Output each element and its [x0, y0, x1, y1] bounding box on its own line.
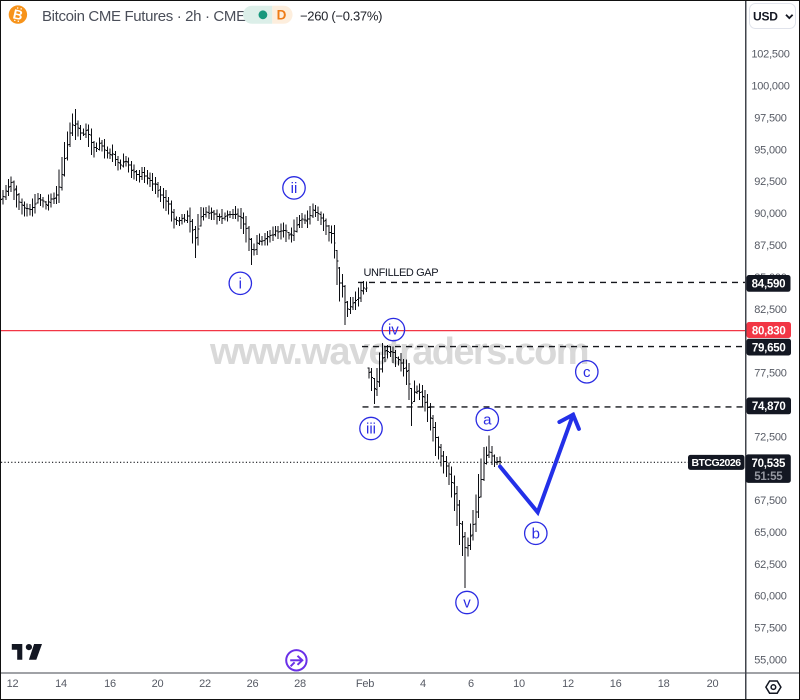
svg-text:−260 (−0.37%): −260 (−0.37%) [300, 9, 382, 24]
svg-text:12: 12 [562, 678, 574, 690]
svg-text:D: D [277, 8, 287, 23]
svg-text:Bitcoin CME Futures · 2h · CME: Bitcoin CME Futures · 2h · CME [42, 8, 246, 25]
svg-text:BTCG2026: BTCG2026 [691, 457, 741, 469]
svg-text:77,500: 77,500 [754, 368, 787, 380]
svg-text:i: i [239, 275, 242, 292]
svg-text:82,500: 82,500 [754, 304, 787, 316]
svg-text:10: 10 [513, 678, 525, 690]
svg-text:72,500: 72,500 [754, 431, 787, 443]
svg-text:iii: iii [366, 421, 376, 438]
svg-text:4: 4 [420, 678, 426, 690]
svg-text:b: b [532, 525, 540, 542]
svg-text:74,870: 74,870 [752, 401, 786, 413]
svg-text:70,535: 70,535 [751, 458, 786, 470]
svg-text:6: 6 [468, 678, 474, 690]
svg-text:22: 22 [199, 678, 211, 690]
svg-text:12: 12 [7, 678, 19, 690]
svg-text:95,000: 95,000 [754, 144, 787, 156]
svg-text:iv: iv [388, 322, 399, 339]
svg-text:87,500: 87,500 [754, 240, 787, 252]
svg-text:79,650: 79,650 [752, 342, 786, 354]
svg-text:80,830: 80,830 [752, 325, 786, 337]
svg-text:16: 16 [610, 678, 622, 690]
svg-text:60,000: 60,000 [754, 591, 787, 603]
svg-text:c: c [583, 364, 591, 381]
svg-text:20: 20 [707, 678, 719, 690]
svg-text:65,000: 65,000 [754, 527, 787, 539]
svg-text:www.wavetraders.com: www.wavetraders.com [209, 331, 588, 373]
svg-text:16: 16 [104, 678, 116, 690]
svg-text:UNFILLED GAP: UNFILLED GAP [364, 267, 439, 279]
svg-text:26: 26 [247, 678, 259, 690]
svg-text:28: 28 [294, 678, 306, 690]
svg-text:57,500: 57,500 [754, 623, 787, 635]
svg-text:102,500: 102,500 [751, 49, 789, 61]
svg-text:97,500: 97,500 [754, 113, 787, 125]
svg-text:ii: ii [291, 180, 298, 197]
svg-text:67,500: 67,500 [754, 495, 787, 507]
svg-text:20: 20 [152, 678, 164, 690]
svg-text:18: 18 [658, 678, 670, 690]
svg-text:v: v [463, 595, 471, 612]
svg-text:100,000: 100,000 [751, 81, 789, 93]
svg-text:51:55: 51:55 [754, 471, 783, 483]
svg-text:62,500: 62,500 [754, 559, 787, 571]
svg-text:92,500: 92,500 [754, 176, 787, 188]
svg-text:Feb: Feb [356, 678, 374, 690]
svg-text:90,000: 90,000 [754, 208, 787, 220]
svg-text:55,000: 55,000 [754, 655, 787, 667]
svg-text:USD: USD [753, 9, 778, 23]
svg-text:B: B [11, 6, 24, 23]
svg-text:a: a [483, 411, 492, 428]
svg-text:14: 14 [55, 678, 67, 690]
svg-text:84,590: 84,590 [752, 279, 786, 291]
